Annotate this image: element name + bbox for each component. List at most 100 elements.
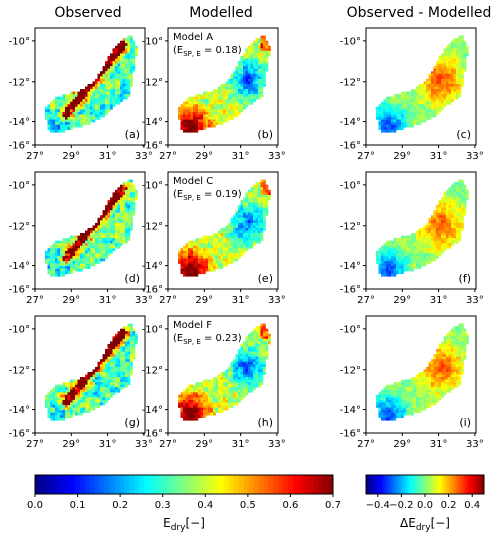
- lat-tick-label: -12°: [9, 365, 30, 376]
- panel-label: (g): [124, 416, 140, 429]
- panel-frame: [34, 171, 146, 290]
- lon-tick-label: 29°: [62, 295, 80, 306]
- model-name: Model C: [173, 176, 213, 187]
- lat-tick-label: -16°: [340, 141, 361, 152]
- panel-frame: [167, 27, 279, 146]
- lon-tick-label: 33°: [135, 439, 153, 450]
- map-panel: -10° -12° -14° -16°27° 29° 31° 33° (i): [340, 315, 484, 450]
- colorbar-tick-label: 0.6: [282, 500, 298, 511]
- map-panel: -10° -12° -14° -16°27° 29° 31° 33° (h) Model F (E…: [142, 315, 286, 450]
- lat-tick-label: -12°: [340, 77, 361, 88]
- lon-tick-label: 27°: [357, 151, 375, 162]
- colorbar-delta-edry: −0.4 −0.2 0.0 0.2 0.4 ΔEdry[−]: [365, 474, 485, 533]
- lat-tick-label: -16°: [340, 285, 361, 296]
- lon-tick-label: 29°: [393, 439, 411, 450]
- lon-tick-label: 31°: [430, 439, 448, 450]
- colorbar-label: ΔEdry[−]: [400, 516, 450, 533]
- column-title: Observed: [54, 5, 121, 21]
- lon-tick-label: 27°: [26, 295, 44, 306]
- map-panel: -10° -12° -14° -16°27° 29° 31° 33° (e) Model C (E…: [142, 171, 286, 306]
- panel-label: (e): [258, 272, 273, 285]
- lon-tick-label: 29°: [195, 439, 213, 450]
- lat-tick-label: -10°: [142, 36, 163, 47]
- panel-label: (a): [125, 128, 140, 141]
- lat-tick-label: -14°: [340, 261, 361, 272]
- lon-tick-label: 29°: [62, 151, 80, 162]
- model-metric: (ESP, E = 0.18): [173, 45, 242, 58]
- panel-label: (f): [459, 272, 471, 285]
- lon-tick-label: 27°: [357, 295, 375, 306]
- lat-tick-label: -10°: [9, 36, 30, 47]
- model-name: Model F: [173, 320, 212, 331]
- lat-tick-label: -14°: [142, 405, 163, 416]
- panel-frame: [167, 171, 279, 290]
- lon-tick-label: 27°: [159, 439, 177, 450]
- model-metric: (ESP, E = 0.19): [173, 189, 242, 202]
- panel-frame: [365, 315, 477, 434]
- lat-tick-label: -10°: [142, 180, 163, 191]
- colorbar-tick-label: −0.4: [366, 500, 390, 511]
- lon-tick-label: 29°: [393, 295, 411, 306]
- lon-tick-label: 27°: [159, 151, 177, 162]
- lat-tick-label: -16°: [9, 429, 30, 440]
- lon-tick-label: 27°: [357, 439, 375, 450]
- lat-tick-label: -14°: [340, 117, 361, 128]
- lon-tick-label: 33°: [268, 439, 286, 450]
- colorbar-tick-label: 0.3: [155, 500, 171, 511]
- panel-frame: [365, 171, 477, 290]
- panel-label: (h): [257, 416, 273, 429]
- colorbar-edry: 0.0 0.1 0.2 0.3 0.4 0.5 0.6 0.7 Edry[−]: [27, 474, 341, 533]
- lon-tick-label: 29°: [195, 295, 213, 306]
- panel-frame: [167, 315, 279, 434]
- lon-tick-label: 31°: [99, 151, 117, 162]
- lat-tick-label: -12°: [9, 77, 30, 88]
- lat-tick-label: -12°: [142, 77, 163, 88]
- lat-tick-label: -16°: [142, 429, 163, 440]
- map-panel: -10° -12° -14° -16°27° 29° 31° 33° (f): [340, 171, 484, 306]
- lon-tick-label: 31°: [99, 295, 117, 306]
- lat-tick-label: -14°: [340, 405, 361, 416]
- lon-tick-label: 33°: [135, 295, 153, 306]
- lat-tick-label: -10°: [9, 180, 30, 191]
- lon-tick-label: 27°: [159, 295, 177, 306]
- map-panel: -10° -12° -14° -16°27° 29° 31° 33° (c): [340, 27, 484, 162]
- colorbar-tick-label: 0.7: [325, 500, 341, 511]
- map-panel: -10° -12° -14° -16°27° 29° 31° 33° (b) Model A (E…: [142, 27, 286, 162]
- lat-tick-label: -14°: [9, 405, 30, 416]
- lat-tick-label: -12°: [340, 365, 361, 376]
- lat-tick-label: -14°: [9, 117, 30, 128]
- lat-tick-label: -16°: [142, 141, 163, 152]
- lon-tick-label: 33°: [268, 151, 286, 162]
- lat-tick-label: -16°: [9, 285, 30, 296]
- colorbar-tick-label: 0.4: [464, 500, 480, 511]
- colorbar-tick-label: 0.2: [112, 500, 128, 511]
- map-panel: -10° -12° -14° -16°27° 29° 31° 33° (d): [9, 171, 153, 306]
- map-panel: -10° -12° -14° -16°27° 29° 31° 33° (g): [9, 315, 153, 450]
- lat-tick-label: -10°: [142, 324, 163, 335]
- panel-label: (c): [456, 128, 471, 141]
- lat-tick-label: -10°: [340, 324, 361, 335]
- panel-frame: [365, 27, 477, 146]
- colorbar-tick-label: 0.4: [197, 500, 213, 511]
- lat-tick-label: -10°: [340, 36, 361, 47]
- panel-frame: [34, 27, 146, 146]
- lon-tick-label: 31°: [232, 439, 250, 450]
- lon-tick-label: 31°: [430, 295, 448, 306]
- colorbar-tick-label: 0.1: [70, 500, 86, 511]
- colorbar-tick-label: −0.2: [389, 500, 413, 511]
- lat-tick-label: -16°: [9, 141, 30, 152]
- colorbar-tick-label: 0.0: [27, 500, 43, 511]
- lon-tick-label: 31°: [232, 151, 250, 162]
- lon-tick-label: 31°: [99, 439, 117, 450]
- colorbar-tick-label: 0.0: [417, 500, 433, 511]
- lon-tick-label: 27°: [26, 151, 44, 162]
- model-metric: (ESP, E = 0.23): [173, 333, 242, 346]
- lon-tick-label: 33°: [466, 151, 484, 162]
- lon-tick-label: 31°: [232, 295, 250, 306]
- lat-tick-label: -12°: [340, 221, 361, 232]
- column-title: Observed - Modelled: [347, 5, 492, 21]
- lon-tick-label: 33°: [466, 439, 484, 450]
- colorbar-tick-label: 0.2: [441, 500, 457, 511]
- colorbar-label: Edry[−]: [163, 516, 205, 533]
